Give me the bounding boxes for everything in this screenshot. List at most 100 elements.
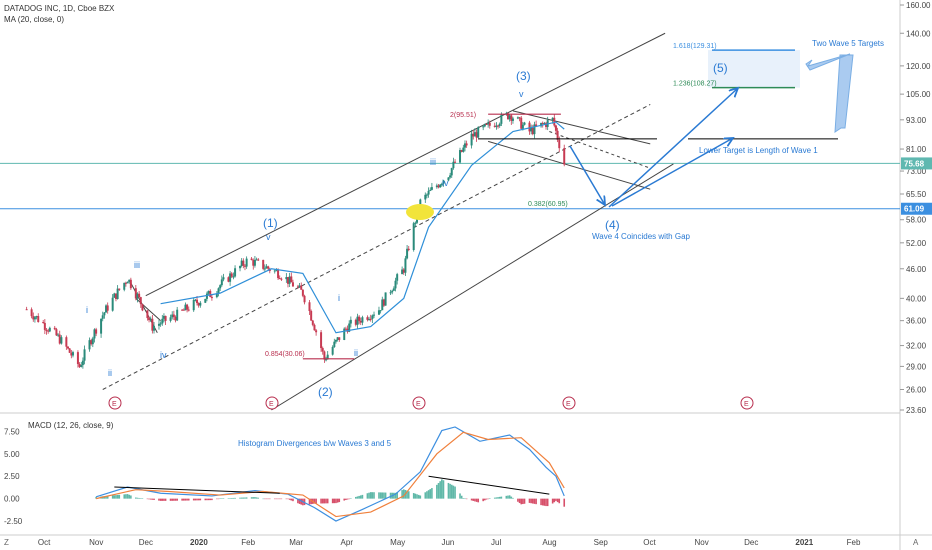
price-tick-label: 46.00 — [906, 265, 927, 274]
candle-body — [462, 147, 465, 152]
candle-body — [227, 277, 230, 282]
candle-body — [554, 125, 557, 131]
candle-body — [356, 316, 359, 325]
earnings-marker[interactable] — [108, 396, 122, 410]
candle-body — [35, 316, 38, 318]
candle-body — [176, 309, 179, 321]
time-tick-label: Dec — [139, 538, 153, 547]
macd-histogram-bar — [265, 498, 268, 500]
candle-body — [101, 315, 104, 319]
macd-histogram-bar — [485, 498, 488, 500]
time-tick-label: Jun — [441, 538, 454, 547]
candle-body — [45, 329, 48, 331]
candle-body — [326, 354, 329, 360]
candle-body — [171, 314, 174, 318]
candle-body — [234, 268, 237, 277]
macd-histogram-bar — [187, 498, 190, 501]
macd-histogram-bar — [216, 498, 218, 500]
macd-histogram-bar — [498, 496, 501, 499]
candle-body — [391, 290, 394, 293]
macd-histogram-bar — [495, 497, 498, 499]
candle-body — [239, 265, 242, 269]
wave5-upper-arrow — [608, 88, 738, 208]
candle-body — [123, 282, 126, 290]
candle-body — [186, 304, 189, 310]
macd-histogram-bar — [105, 495, 107, 499]
macd-histogram-bar — [139, 498, 142, 499]
candle-body — [381, 299, 384, 311]
macd-histogram-bar — [118, 494, 121, 499]
macd-histogram-bar — [401, 490, 403, 499]
candle-body — [267, 266, 270, 269]
candle-body — [406, 248, 409, 259]
time-tick-label: Feb — [847, 538, 861, 547]
candle-body — [257, 259, 260, 261]
macd-histogram-bar — [285, 498, 288, 500]
wave1-label: (1) — [263, 216, 278, 230]
candle-body — [157, 323, 160, 326]
price-tick-label: 26.00 — [906, 386, 927, 395]
macd-histogram-bar — [128, 494, 131, 499]
macd-histogram-bar — [477, 498, 480, 503]
earnings-marker[interactable] — [412, 396, 426, 410]
candle-body — [148, 318, 151, 321]
macd-histogram-bar — [366, 493, 369, 499]
macd-histogram-bar — [460, 495, 463, 499]
price-label-box — [901, 157, 932, 170]
candle-body — [482, 126, 485, 128]
earnings-marker[interactable] — [740, 396, 754, 410]
candle-body — [285, 277, 288, 280]
signal-line — [95, 431, 565, 518]
candle-body — [204, 298, 207, 303]
candle-body — [280, 278, 283, 280]
macd-histogram-bar — [163, 498, 165, 501]
price-label-box — [901, 202, 932, 215]
fib-1236-label: 1.236(108.27) — [673, 81, 717, 88]
candle-body — [470, 133, 473, 146]
macd-histogram-bar — [130, 495, 132, 499]
earnings-marker[interactable] — [265, 396, 279, 410]
macd-histogram-bar — [402, 489, 405, 499]
candle-body — [113, 293, 116, 298]
candle-body — [325, 359, 328, 361]
price-tick-label: 160.00 — [906, 1, 931, 10]
candle-body — [151, 318, 154, 331]
candle-body — [425, 194, 428, 196]
candle-body — [369, 318, 372, 320]
candle-body — [162, 315, 165, 319]
candle-body — [382, 299, 385, 306]
candle-body — [286, 277, 289, 284]
macd-divergence-line-b — [428, 475, 550, 495]
macd-histogram-bar — [505, 495, 508, 499]
macd-histogram-bar — [315, 498, 317, 504]
macd-histogram-bar — [106, 495, 109, 499]
candle-body — [301, 289, 304, 296]
candle-body — [222, 277, 225, 280]
earnings-marker[interactable] — [562, 396, 576, 410]
candle-body — [313, 324, 316, 331]
candle-body — [558, 139, 561, 149]
macd-histogram-bar — [545, 498, 547, 507]
candle-body — [57, 334, 60, 336]
macd-histogram-bar — [115, 495, 117, 499]
candle-body — [543, 123, 546, 125]
sub-i-label: i — [86, 305, 88, 315]
candle-body — [528, 122, 531, 132]
macd-histogram-bar — [313, 498, 316, 504]
candle-body — [91, 338, 94, 345]
macd-histogram-bar — [459, 493, 461, 499]
macd-histogram-bar — [300, 498, 303, 505]
candle-body — [278, 278, 281, 280]
candle-body — [277, 270, 280, 279]
candle-body — [90, 340, 93, 345]
candle-body — [25, 309, 28, 311]
candle-body — [498, 123, 501, 127]
candle-body — [219, 285, 222, 289]
candle-body — [153, 325, 156, 331]
candle-body — [472, 133, 475, 137]
macd-histogram-bar — [125, 494, 127, 499]
candle-body — [535, 124, 538, 127]
candle-body — [263, 268, 266, 270]
macd-histogram-bar — [186, 498, 188, 501]
